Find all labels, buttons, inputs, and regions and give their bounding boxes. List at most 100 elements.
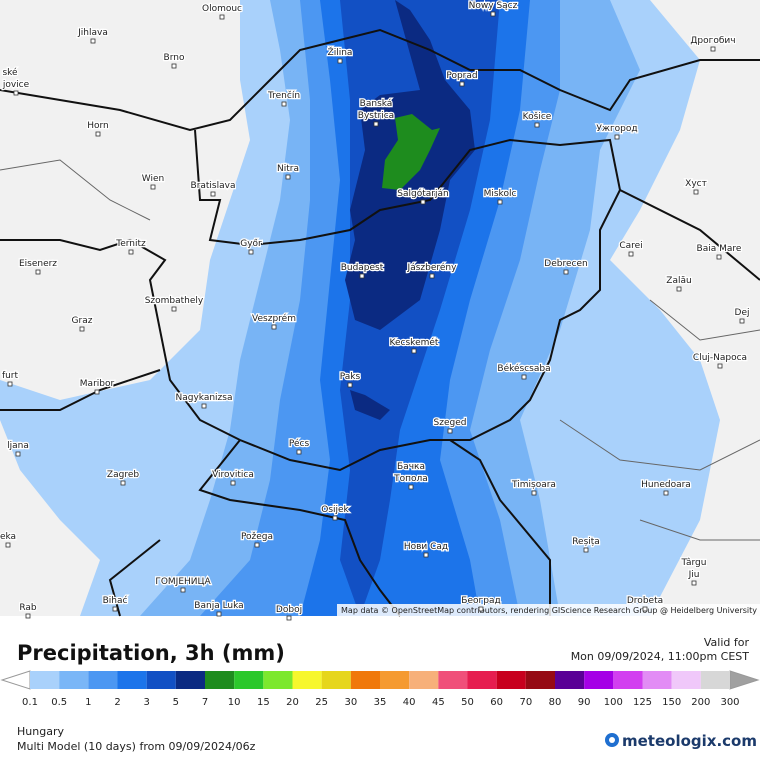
legend-swatch	[700, 671, 730, 689]
legend-tick: 45	[432, 697, 445, 708]
city-label: Budapest	[341, 263, 384, 273]
city-marker	[254, 542, 260, 548]
legend-tick: 20	[286, 697, 299, 708]
legend-swatch	[584, 671, 614, 689]
city-marker	[420, 199, 426, 205]
city-label: Veszprém	[252, 313, 296, 324]
city-marker	[583, 547, 589, 553]
attribution-box	[337, 604, 760, 616]
city-label: furt	[2, 371, 19, 381]
city-label: Ternitz	[115, 239, 146, 249]
city-label: Nagykanizsa	[176, 393, 233, 403]
city-marker	[347, 382, 353, 388]
city-label: Zalău	[666, 276, 691, 286]
city-label: Drobeta	[627, 596, 663, 606]
city-marker	[120, 480, 126, 486]
city-marker	[271, 324, 277, 330]
city-marker	[180, 587, 186, 593]
city-label: Bystrica	[358, 111, 394, 121]
city-marker	[95, 131, 101, 137]
city-label: Cluj-Napoca	[693, 353, 747, 363]
city-marker	[691, 580, 697, 586]
legend-swatch	[409, 671, 439, 689]
city-marker	[112, 606, 118, 612]
city-marker	[79, 326, 85, 332]
city-label: Бачка	[397, 462, 425, 472]
legend-tick: 80	[549, 697, 562, 708]
city-marker	[296, 449, 302, 455]
city-marker	[5, 542, 11, 548]
city-marker	[676, 286, 682, 292]
city-label: Košice	[523, 111, 552, 122]
legend-tick: 0.1	[22, 697, 38, 708]
city-marker	[337, 58, 343, 64]
city-label: Paks	[340, 372, 361, 382]
logo: meteologix.com	[605, 732, 757, 750]
legend-swatch	[350, 671, 380, 689]
city-label: Wien	[142, 174, 164, 184]
city-marker	[171, 306, 177, 312]
legend-tick: 125	[633, 697, 652, 708]
model: Multi Model (10 days) from 09/09/2024/06…	[17, 740, 256, 753]
legend-swatch	[496, 671, 526, 689]
legend-swatch	[234, 671, 264, 689]
city-label: Dej	[735, 308, 750, 318]
legend-tick: 2	[114, 697, 120, 708]
city-marker	[531, 490, 537, 496]
legend-tick: 40	[403, 697, 416, 708]
city-marker	[373, 121, 379, 127]
city-label: Szombathely	[145, 296, 204, 306]
city-label: Jihlava	[77, 28, 108, 38]
city-label: Nowy Sącz	[469, 1, 518, 11]
legend-swatch	[59, 671, 89, 689]
city-marker	[90, 38, 96, 44]
city-marker	[285, 174, 291, 180]
city-marker	[286, 615, 292, 621]
city-label: jovice	[2, 80, 30, 90]
city-marker	[490, 11, 496, 17]
city-marker	[128, 249, 134, 255]
city-marker	[281, 101, 287, 107]
city-marker	[408, 484, 414, 490]
city-marker	[248, 249, 254, 255]
legend-swatch	[642, 671, 672, 689]
city-marker	[219, 14, 225, 20]
city-marker	[25, 613, 31, 619]
city-marker	[717, 363, 723, 369]
legend-tick: 200	[691, 697, 710, 708]
legend-swatch	[117, 671, 147, 689]
precipitation-field	[0, 0, 720, 616]
city-marker	[614, 134, 620, 140]
city-marker	[628, 251, 634, 257]
valid-label: Valid for	[704, 636, 750, 649]
legend-tick: 50	[461, 697, 474, 708]
city-marker	[35, 269, 41, 275]
city-label: Požega	[241, 532, 273, 542]
city-label: Хуст	[685, 179, 707, 189]
legend-swatch	[88, 671, 118, 689]
legend-tick: 60	[490, 697, 503, 708]
city-label: Nitra	[277, 164, 299, 174]
city-marker	[332, 515, 338, 521]
legend-tick: 150	[662, 697, 681, 708]
city-marker	[13, 90, 19, 96]
borders	[0, 28, 760, 617]
city-marker	[150, 184, 156, 190]
city-label: ГОМЈЕНИЦА	[155, 577, 211, 587]
city-marker	[94, 389, 100, 395]
city-marker	[411, 348, 417, 354]
legend-tick: 0.5	[51, 697, 67, 708]
city-marker	[710, 46, 716, 52]
city-label: ské	[2, 67, 18, 78]
legend-swatch	[671, 671, 701, 689]
city-label: Maribor	[80, 379, 115, 389]
city-label: Eisenerz	[19, 259, 57, 269]
city-label: Jiu	[688, 570, 700, 580]
city-label: Timișoara	[511, 480, 556, 490]
city-label: Baia Mare	[697, 244, 742, 254]
legend-swatch	[613, 671, 643, 689]
city-label: Graz	[72, 316, 93, 326]
city-marker	[216, 611, 222, 617]
regional-borders	[0, 159, 760, 541]
